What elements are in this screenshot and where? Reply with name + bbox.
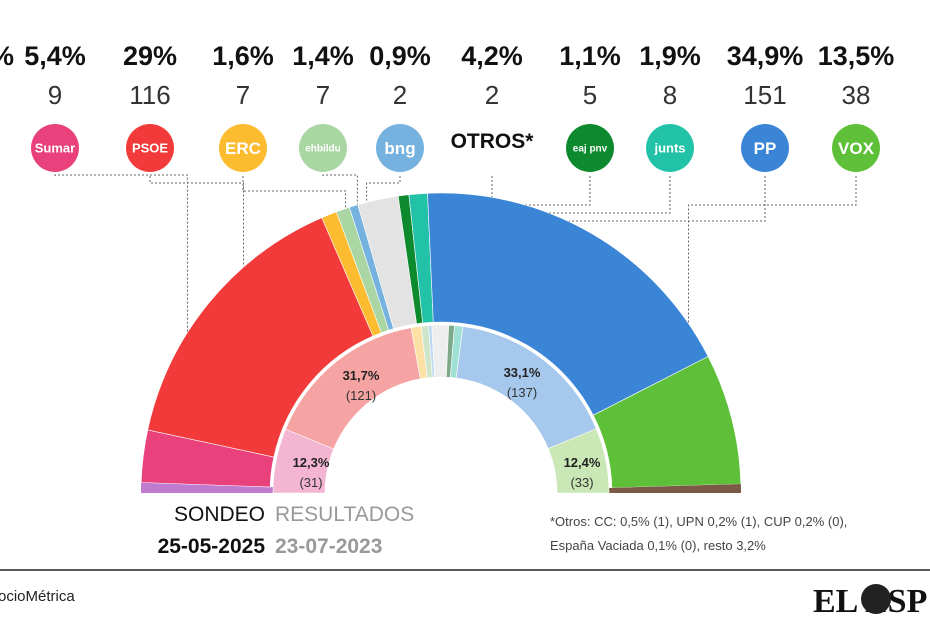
header-pct-pnv: 1,1% xyxy=(559,41,621,71)
inner-label-sumar-pct: 12,3% xyxy=(293,455,330,470)
header-seats-otros: 2 xyxy=(485,80,499,110)
outer-segment-pp xyxy=(427,192,709,416)
logo-junts-text: junts xyxy=(653,141,685,156)
logo-junts-icon xyxy=(646,124,694,172)
legend: SONDEO RESULTADOS 25-05-2025 23-07-2023 xyxy=(158,503,415,558)
header-seats-sumar: 9 xyxy=(48,80,62,110)
logo-eh-bildu-text: ehbildu xyxy=(305,144,341,155)
logo-otros: OTROS* xyxy=(451,130,535,153)
outer-segment-extra-left xyxy=(140,482,291,493)
header-pct-sumar: 5,4% xyxy=(24,41,86,71)
logo-sumar-icon xyxy=(31,124,79,172)
header-pct-junts: 1,9% xyxy=(639,41,701,71)
source-credit: ocioMétrica xyxy=(0,588,75,605)
header-seats-junts: 8 xyxy=(663,80,677,110)
header-seats-erc: 7 xyxy=(236,80,250,110)
logo-eh-bildu-icon xyxy=(299,124,347,172)
header-seats-psoe: 116 xyxy=(129,80,170,110)
header-pct-erc: 1,6% xyxy=(212,41,274,71)
header-seats-pp: 151 xyxy=(743,80,786,110)
brand-logo: EL ESP xyxy=(813,583,927,620)
logo-bng-text: bng xyxy=(384,139,415,158)
logo-sumar-text: Sumar xyxy=(35,141,75,156)
header-seats-eh-bildu: 7 xyxy=(316,80,330,110)
logo-vox-icon xyxy=(832,124,880,172)
inner-label-psoe-seats: (121) xyxy=(346,388,376,403)
inner-segment-vox xyxy=(547,428,610,494)
lion-emblem-icon xyxy=(861,584,891,614)
inner-label-pp-pct: 33,1% xyxy=(504,365,541,380)
header-pct-vox: 13,5% xyxy=(818,41,895,71)
inner-label-vox-seats: (33) xyxy=(570,475,593,490)
connector-sumar xyxy=(54,174,188,462)
inner-label-pp-seats: (137) xyxy=(507,385,537,400)
legend-resultados-date: 23-07-2023 xyxy=(275,535,382,558)
inner-labels: 12,3% (31) 31,7% (121) 33,1% (137) 12,4%… xyxy=(293,365,601,490)
inner-segment-otros xyxy=(431,324,450,378)
inner-label-psoe-pct: 31,7% xyxy=(343,368,380,383)
logo-bng-icon xyxy=(376,124,424,172)
outer-segment-psoe xyxy=(147,217,374,458)
logo-pp-icon xyxy=(741,124,789,172)
header-pct-eh-bildu: 1,4% xyxy=(292,41,354,71)
header-pct-bng: 0,9% xyxy=(369,41,431,71)
header-seats-bng: 2 xyxy=(393,80,407,110)
logo-psoe-text: PSOE xyxy=(132,141,168,156)
outer-segment-extra-right xyxy=(591,484,741,493)
inner-label-sumar-seats: (31) xyxy=(299,475,322,490)
connector-vox xyxy=(688,176,857,430)
logo-vox-text: VOX xyxy=(838,139,875,158)
party-headers: 5,4% 9 Sumar 29% 116 PSOE 1,6% 7 ERC 1,4% 7 ehbildu… xyxy=(24,41,894,172)
logo-pnv-text: eaj pnv xyxy=(573,144,608,155)
footnote-line-1: *Otros: CC: 0,5% (1), UPN 0,2% (1), CUP … xyxy=(550,514,847,529)
inner-label-vox-pct: 12,4% xyxy=(564,455,601,470)
inner-ring xyxy=(272,324,610,494)
connector-psoe xyxy=(149,176,244,331)
legend-sondeo-label: SONDEO xyxy=(174,503,265,526)
footnote-line-2: España Vaciada 0,1% (0), resto 3,2% xyxy=(550,538,766,553)
outer-ring xyxy=(140,192,742,493)
partial-left-pct: % xyxy=(0,41,14,71)
legend-resultados-label: RESULTADOS xyxy=(275,503,414,526)
logo-psoe-icon xyxy=(126,124,174,172)
legend-sondeo-date: 25-05-2025 xyxy=(158,535,266,558)
header-pct-pp: 34,9% xyxy=(727,41,804,71)
logo-pnv-icon xyxy=(566,124,614,172)
logo-erc-icon xyxy=(219,124,267,172)
header-seats-vox: 38 xyxy=(842,80,871,110)
header-pct-otros: 4,2% xyxy=(461,41,523,71)
logo-erc-text: ERC xyxy=(225,139,261,158)
outer-segment-vox xyxy=(592,356,742,489)
logo-pp-text: PP xyxy=(754,139,777,158)
header-pct-psoe: 29% xyxy=(123,41,177,71)
header-seats-pnv: 5 xyxy=(583,80,597,110)
